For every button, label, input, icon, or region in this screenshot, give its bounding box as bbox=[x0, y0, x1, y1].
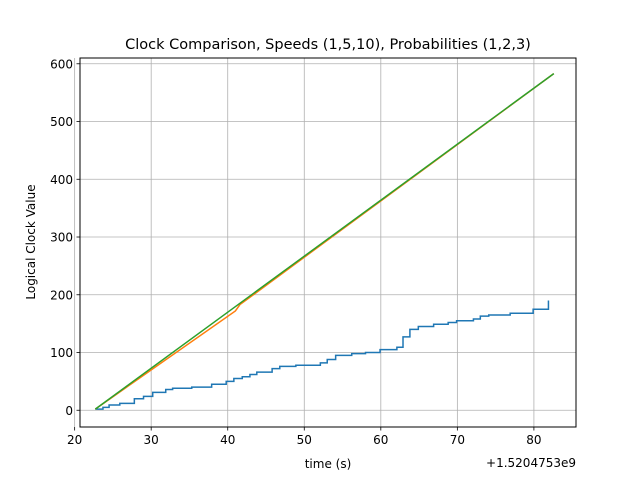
series-line-1 bbox=[95, 300, 550, 410]
y-tick-label: 0 bbox=[65, 404, 73, 418]
y-tick-label: 500 bbox=[50, 115, 73, 129]
x-tick-label: 70 bbox=[450, 433, 465, 447]
y-tick-label: 400 bbox=[50, 173, 73, 187]
plot-frame bbox=[79, 57, 577, 428]
x-offset-label: +1.5204753e9 bbox=[486, 456, 576, 470]
y-tick-label: 300 bbox=[50, 231, 73, 245]
chart-title: Clock Comparison, Speeds (1,5,10), Proba… bbox=[125, 37, 531, 53]
plot-background bbox=[80, 58, 576, 427]
x-tick-label: 50 bbox=[297, 433, 312, 447]
series-group bbox=[94, 72, 555, 410]
series-line-3 bbox=[94, 72, 555, 410]
y-tick-label: 600 bbox=[50, 57, 73, 71]
y-axis-label: Logical Clock Value bbox=[24, 184, 38, 299]
grid bbox=[74, 58, 576, 427]
ticks: 20 30 40 50 60 70 80 0 100 200 300 400 500 600 bbox=[50, 57, 541, 447]
x-axis-label: time (s) bbox=[305, 457, 352, 471]
x-tick-label: 20 bbox=[67, 433, 82, 447]
x-tick-label: 80 bbox=[526, 433, 541, 447]
y-tick-label: 200 bbox=[50, 288, 73, 302]
x-tick-label: 40 bbox=[220, 433, 235, 447]
y-tick-label: 100 bbox=[50, 346, 73, 360]
x-tick-label: 60 bbox=[373, 433, 388, 447]
x-tick-label: 30 bbox=[144, 433, 159, 447]
